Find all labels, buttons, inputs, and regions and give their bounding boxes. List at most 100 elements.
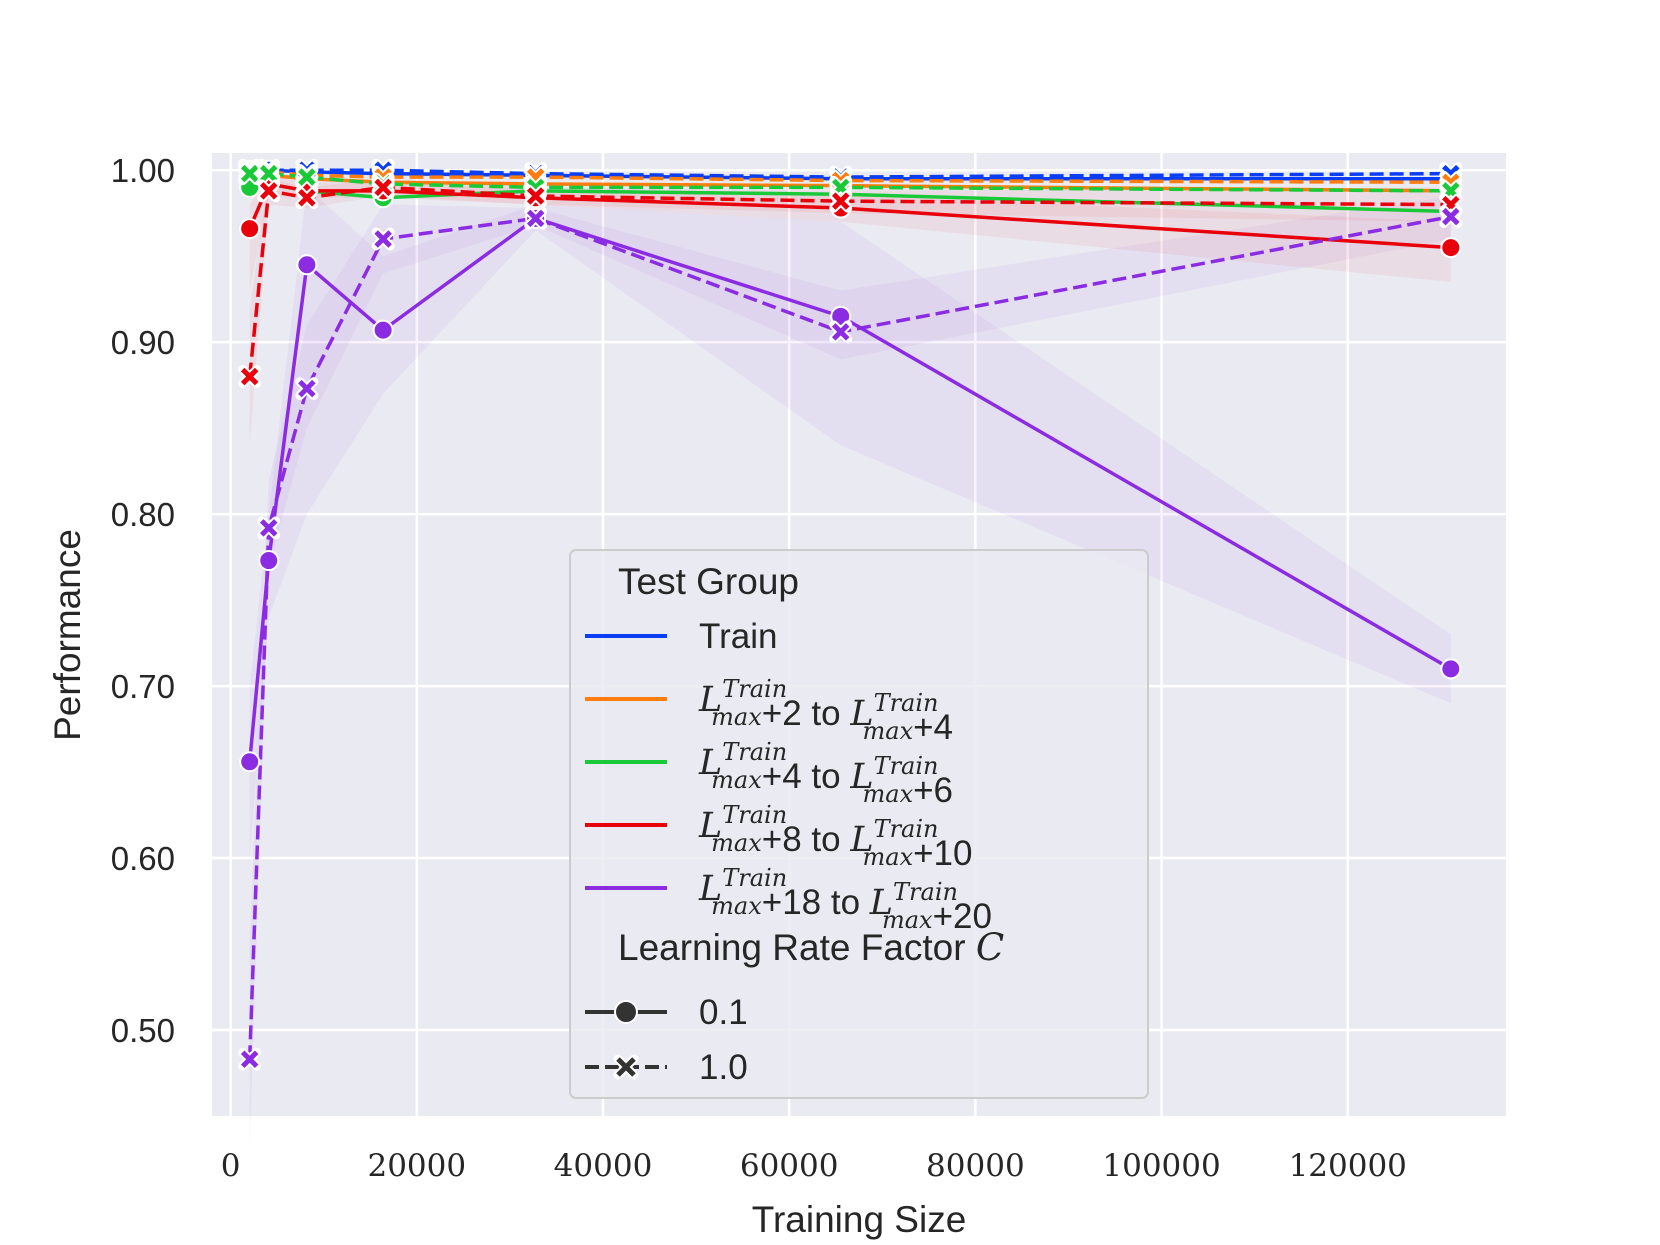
legend-math-sub: max (882, 906, 933, 934)
data-point-g4-lr-1.0-stroke (1442, 207, 1460, 226)
legend-text-part: +8 to (762, 820, 851, 859)
legend-math-sub: max (863, 717, 914, 745)
legend-math-L: L (869, 883, 893, 923)
legend-style-marker-1.0-stroke (616, 1057, 636, 1077)
legend-style-title-text: Learning Rate Factor (618, 927, 976, 968)
legend-text-part: +2 to (762, 694, 851, 733)
legend-label-g4: LTrain max+18 to LTrain max+20 (698, 864, 992, 936)
data-point-g3-lr-1.0-stroke (374, 178, 392, 197)
data-point-g4-lr-1.0-stroke (831, 323, 850, 341)
data-point-g3-lr-1.0-stroke (831, 192, 850, 210)
legend-math-L: L (849, 757, 873, 797)
y-tick-label: 0.50 (111, 1012, 175, 1049)
data-point-g3-lr-1.0 (829, 189, 853, 213)
legend-math-sup: Train (893, 878, 958, 906)
data-point-g3-lr-1.0 (295, 186, 319, 210)
x-tick-label: 40000 (554, 1148, 653, 1184)
data-point-g4-lr-0.1 (1440, 658, 1462, 680)
legend-style-marker-1.0 (613, 1054, 639, 1080)
data-point-g4-lr-1.0-stroke (240, 1050, 259, 1069)
y-tick-label: 0.80 (111, 496, 175, 533)
legend-label-g1: LTrain max+2 to LTrain max+4 (698, 675, 953, 747)
legend-text-part: +4 (913, 708, 953, 747)
y-axis-label: Performance (47, 529, 88, 741)
data-point-g4-lr-1.0-stroke (259, 519, 278, 537)
data-point-g4-lr-1.0-stroke (526, 209, 545, 228)
x-tick-label: 0 (221, 1148, 241, 1184)
confidence-band-g3-lr-0.1 (249, 175, 1451, 291)
legend-style-title-math: C (976, 926, 1004, 969)
data-point-g2-lr-1.0-stroke (259, 164, 278, 183)
data-point-g3-lr-1.0-stroke (259, 182, 278, 200)
legend-math-sub: max (711, 892, 762, 920)
x-axis-label: Training Size (752, 1199, 967, 1240)
legend-text-part: +4 to (762, 757, 851, 796)
confidence-band-g4-lr-1.0 (249, 195, 1451, 1151)
legend-label-g2: LTrain max+4 to LTrain max+6 (698, 738, 953, 810)
legend-math-sup: Train (874, 752, 939, 780)
legend-math-L: L (698, 869, 722, 909)
legend-math-sub: max (711, 703, 762, 731)
legend-math-sup: Train (722, 864, 787, 892)
legend-math-sup: Train (874, 815, 939, 843)
data-point-g3-lr-1.0 (238, 365, 262, 389)
legend-style-marker-0.1 (614, 1000, 638, 1024)
data-point-g4-lr-0.1 (258, 550, 280, 572)
legend-math-sub: max (711, 829, 762, 857)
legend-math-sup: Train (874, 689, 939, 717)
data-point-g3-lr-1.0 (257, 179, 281, 203)
legend-style-title: Learning Rate Factor C (618, 926, 1004, 969)
data-point-g4-lr-1.0 (371, 227, 395, 251)
y-tick-label: 0.70 (111, 668, 175, 705)
data-point-g4-lr-1.0 (829, 320, 853, 344)
data-point-g2-lr-1.0-stroke (240, 164, 259, 183)
data-point-g4-lr-1.0 (1439, 205, 1463, 229)
x-tick-label: 100000 (1102, 1148, 1220, 1184)
legend-label-train: Train (699, 617, 777, 656)
y-tick-label: 0.60 (111, 840, 175, 877)
legend-math-L: L (698, 743, 722, 783)
data-point-g2-lr-1.0 (238, 162, 262, 186)
series-markers (238, 158, 1463, 1071)
data-point-g4-lr-1.0-stroke (298, 379, 316, 398)
x-tick-label: 20000 (367, 1148, 466, 1184)
legend-math-L: L (849, 820, 873, 860)
legend-math-L: L (698, 680, 722, 720)
legend-math-L: L (849, 694, 873, 734)
data-point-g2-lr-1.0-stroke (298, 168, 316, 186)
data-point-g3-lr-0.1 (239, 218, 261, 240)
legend-math-sub: max (863, 780, 914, 808)
data-point-g3-lr-1.0-stroke (298, 188, 316, 207)
data-point-g3-lr-1.0-stroke (240, 367, 259, 386)
x-tick-label: 80000 (926, 1148, 1025, 1184)
data-point-g3-lr-0.1 (1440, 237, 1462, 259)
x-tick-label: 120000 (1289, 1148, 1407, 1184)
data-point-g3-lr-1.0 (371, 175, 395, 199)
legend-math-L: L (698, 806, 722, 846)
legend-math-sup: Train (722, 738, 787, 766)
x-tick-label: 60000 (740, 1148, 839, 1184)
legend-text-part: +18 to (762, 883, 870, 922)
legend-math-sub: max (711, 766, 762, 794)
data-point-g4-lr-1.0-stroke (374, 230, 392, 248)
legend-style-label-0.1: 0.1 (699, 993, 748, 1032)
legend-label-g3: LTrain max+8 to LTrain max+10 (698, 801, 972, 873)
legend-text-part: +6 (913, 771, 953, 810)
legend-math-sup: Train (722, 801, 787, 829)
data-point-g4-lr-1.0 (238, 1047, 262, 1071)
legend-styles: 0.11.0 (585, 993, 748, 1087)
data-point-g4-lr-1.0 (257, 516, 281, 540)
legend-style-label-1.0: 1.0 (699, 1048, 748, 1087)
legend-text-part: +10 (913, 834, 972, 873)
data-point-g4-lr-1.0 (295, 377, 319, 401)
data-point-g4-lr-0.1 (239, 751, 261, 773)
data-point-g4-lr-1.0 (524, 206, 548, 230)
legend-box (569, 549, 1149, 1099)
data-point-g2-lr-1.0 (257, 162, 281, 186)
data-point-g2-lr-1.0 (295, 165, 319, 189)
data-point-g4-lr-0.1 (296, 254, 318, 276)
legend-hue-title: Test Group (618, 561, 799, 602)
